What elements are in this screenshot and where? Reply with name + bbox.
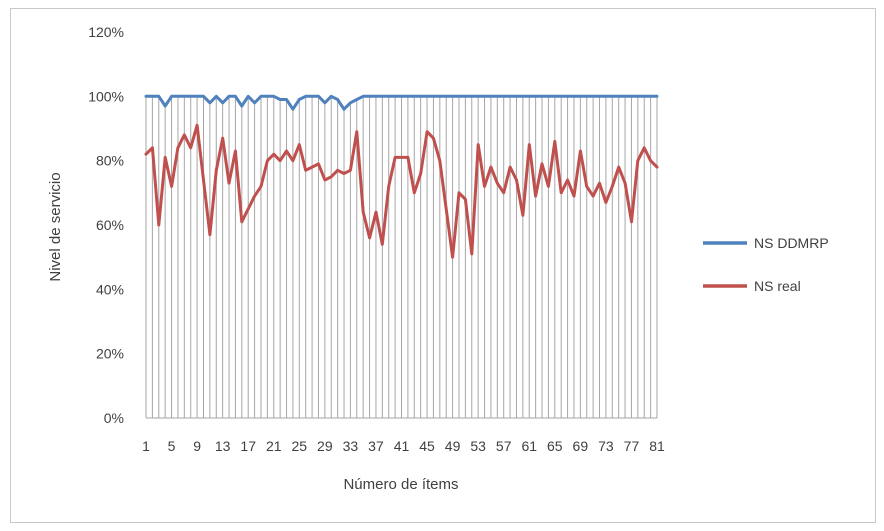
series-lines xyxy=(144,94,659,259)
y-tick-label: 40% xyxy=(96,281,124,297)
y-tick-labels: 0% 20% 40% 60% 80% 100% 120% xyxy=(88,24,124,426)
x-tick-label: 1 xyxy=(142,438,150,454)
legend: NS DDMRP NS real xyxy=(703,235,829,294)
legend-label: NS DDMRP xyxy=(754,235,829,251)
x-tick-label: 41 xyxy=(394,438,410,454)
x-tick-label: 29 xyxy=(317,438,333,454)
series-line-ns-ddmrp xyxy=(144,94,659,111)
x-tick-label: 61 xyxy=(521,438,537,454)
y-tick-label: 80% xyxy=(96,153,124,169)
x-tick-label: 25 xyxy=(292,438,308,454)
x-tick-label: 77 xyxy=(624,438,640,454)
x-tick-label: 33 xyxy=(343,438,359,454)
series-line-ns-real xyxy=(144,123,659,259)
y-tick-label: 100% xyxy=(88,88,124,104)
x-tick-label: 45 xyxy=(419,438,435,454)
x-tick-label: 17 xyxy=(240,438,256,454)
y-tick-label: 60% xyxy=(96,217,124,233)
x-tick-label: 53 xyxy=(470,438,486,454)
legend-label: NS real xyxy=(754,278,801,294)
y-tick-label: 120% xyxy=(88,24,124,40)
x-tick-label: 13 xyxy=(215,438,231,454)
x-tick-label: 73 xyxy=(598,438,614,454)
y-axis-title: Nivel de servicio xyxy=(47,172,64,281)
x-tick-label: 37 xyxy=(368,438,384,454)
x-tick-label: 65 xyxy=(547,438,563,454)
x-tick-label: 81 xyxy=(649,438,665,454)
x-tick-label: 5 xyxy=(168,438,176,454)
chart-frame xyxy=(10,8,876,523)
x-tick-label: 21 xyxy=(266,438,282,454)
y-tick-label: 20% xyxy=(96,346,124,362)
y-tick-label: 0% xyxy=(104,410,124,426)
x-tick-label: 57 xyxy=(496,438,512,454)
x-axis-title: Número de ítems xyxy=(343,476,458,493)
vertical-gridlines xyxy=(145,96,658,419)
x-tick-label: 9 xyxy=(193,438,201,454)
x-tick-label: 49 xyxy=(445,438,461,454)
x-tick-labels: 1 5 9 13 17 21 25 29 33 37 41 45 49 53 57 61 65 69 73 77 81 xyxy=(142,438,665,454)
x-tick-label: 69 xyxy=(573,438,589,454)
